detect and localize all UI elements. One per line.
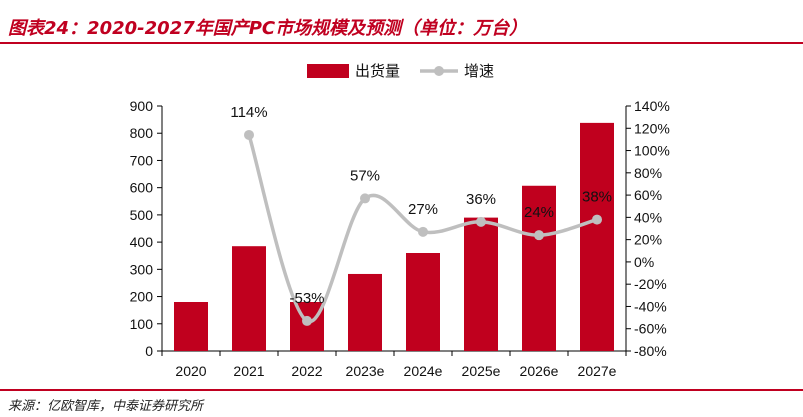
data-labels: 114% -53% 57% 27% 36% 24% 38% — [230, 104, 612, 307]
x-tick-label: 2027e — [578, 363, 617, 379]
right-tick-label: 80% — [634, 165, 662, 181]
right-tick-label: 40% — [634, 209, 662, 225]
x-tick-label: 2021 — [233, 363, 264, 379]
growth-point — [302, 315, 312, 326]
right-tick-label: 20% — [634, 232, 662, 248]
x-tick-label: 2022 — [291, 363, 322, 379]
growth-data-label: 27% — [408, 201, 438, 218]
growth-data-label: 36% — [466, 191, 496, 208]
growth-point — [592, 214, 602, 225]
right-tick-label: -20% — [634, 276, 667, 292]
bar — [290, 302, 324, 351]
right-tick-label: 0% — [634, 254, 654, 270]
left-tick-label: 600 — [130, 180, 154, 196]
legend-line-marker — [434, 66, 444, 76]
x-tick-label: 2024e — [404, 363, 443, 379]
growth-point — [534, 230, 544, 241]
growth-data-label: -53% — [289, 290, 324, 307]
growth-point — [244, 129, 254, 140]
x-tick-label: 2020 — [175, 363, 206, 379]
legend-bar-swatch — [307, 64, 349, 78]
title-divider — [0, 42, 803, 44]
legend-bar-label: 出货量 — [355, 62, 400, 80]
left-tick-label: 100 — [130, 316, 154, 332]
right-tick-label: 100% — [634, 143, 670, 159]
right-tick-label: -80% — [634, 343, 667, 359]
right-tick-label: -60% — [634, 321, 667, 337]
line-series — [244, 129, 602, 326]
left-tick-label: 700 — [130, 152, 154, 168]
bar — [580, 122, 614, 351]
bar — [174, 302, 208, 351]
chart-legend: 出货量 增速 — [307, 62, 494, 80]
left-tick-label: 400 — [130, 234, 154, 250]
bar — [348, 273, 382, 351]
right-tick-label: 60% — [634, 187, 662, 203]
figure-source: 来源：亿欧智库，中泰证券研究所 — [8, 399, 204, 414]
growth-point — [476, 216, 486, 227]
right-tick-label: 140% — [634, 98, 670, 114]
growth-data-label: 24% — [524, 204, 554, 221]
bar — [406, 253, 440, 351]
x-tick-label: 2026e — [520, 363, 559, 379]
right-tick-label: -40% — [634, 298, 667, 314]
source-divider — [0, 389, 803, 391]
growth-data-label: 114% — [230, 104, 267, 121]
figure-title: 图表24：2020-2027年国产PC市场规模及预测（单位：万台） — [8, 18, 528, 39]
x-tick-label: 2023e — [346, 363, 385, 379]
growth-data-label: 38% — [582, 189, 612, 206]
growth-data-label: 57% — [350, 167, 380, 184]
legend-line-label: 增速 — [464, 62, 494, 80]
x-tick-label: 2025e — [462, 363, 501, 379]
left-tick-label: 300 — [130, 261, 154, 277]
growth-point — [418, 226, 428, 237]
left-tick-label: 200 — [130, 289, 154, 305]
bar-series — [174, 122, 614, 351]
growth-line — [247, 134, 598, 323]
left-tick-label: 0 — [145, 343, 153, 359]
left-tick-label: 900 — [130, 98, 154, 114]
bar — [464, 217, 498, 351]
growth-point — [360, 193, 370, 204]
left-tick-label: 800 — [130, 125, 154, 141]
right-tick-label: 120% — [634, 120, 670, 136]
left-tick-label: 500 — [130, 207, 154, 223]
bar — [232, 246, 266, 351]
bar — [522, 185, 556, 351]
